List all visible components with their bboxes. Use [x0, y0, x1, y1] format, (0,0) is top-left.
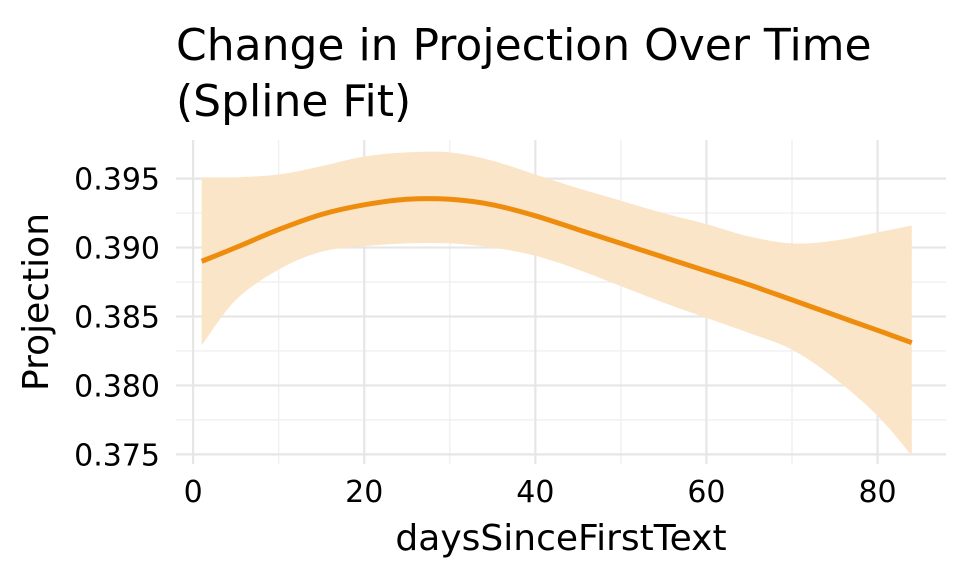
x-axis-ticks: 0 20 40 60 80 [184, 475, 897, 510]
x-tick-label: 80 [858, 475, 896, 510]
y-axis-ticks: 0.375 0.380 0.385 0.390 0.395 [74, 163, 160, 474]
x-tick-label: 20 [345, 475, 383, 510]
chart-title-line-1: Change in Projection Over Time [176, 20, 872, 71]
x-tick-label: 60 [687, 475, 725, 510]
confidence-band-area [201, 151, 912, 456]
chart-title-line-2: (Spline Fit) [176, 76, 411, 127]
x-tick-label: 0 [184, 475, 203, 510]
x-axis-title: daysSinceFirstText [395, 518, 726, 559]
confidence-band [201, 151, 912, 456]
x-tick-label: 40 [516, 475, 554, 510]
spline-fit-line [200, 196, 913, 346]
y-tick-label: 0.380 [74, 369, 160, 404]
y-tick-label: 0.385 [74, 300, 160, 335]
y-tick-label: 0.390 [74, 232, 160, 267]
y-axis-title: Projection [16, 213, 57, 391]
spline-line-path [200, 196, 913, 346]
y-tick-label: 0.375 [74, 438, 160, 473]
y-tick-label: 0.395 [74, 163, 160, 198]
